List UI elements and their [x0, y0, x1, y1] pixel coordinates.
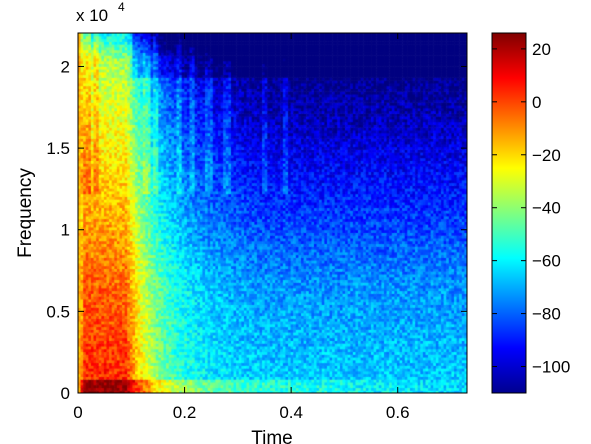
y-tick-label: 2	[61, 57, 70, 76]
x-tick-label: 0.6	[386, 403, 410, 422]
colorbar-tick-label: −60	[532, 252, 561, 271]
colorbar-gradient	[492, 33, 526, 393]
colorbar-tick-label: −100	[532, 358, 570, 377]
colorbar-tick-label: −20	[532, 146, 561, 165]
plot-area: 0 0.2 0.4 0.6 0 0.5 1 1.5 2	[46, 32, 468, 422]
colorbar-tick-label: 20	[532, 40, 551, 59]
y-tick-label: 0.5	[46, 302, 70, 321]
colorbar-tick-label: 0	[532, 93, 541, 112]
y-axis-title: Frequency	[15, 168, 36, 258]
x-axis-ticks: 0 0.2 0.4 0.6	[73, 33, 410, 422]
x-tick-label: 0	[73, 403, 82, 422]
colorbar-ticks: 20 0 −20 −40 −60 −80 −100	[492, 40, 570, 377]
colorbar-tick-label: −40	[532, 199, 561, 218]
y-exponent-power: 4	[118, 0, 125, 14]
y-tick-label: 1	[61, 221, 70, 240]
x-axis-title: Time	[251, 428, 293, 444]
y-exponent-label: x 10	[76, 6, 108, 25]
y-tick-label: 1.5	[46, 139, 70, 158]
y-tick-label: 0	[61, 384, 70, 403]
colorbar-tick-label: −80	[532, 305, 561, 324]
heatmap-image-container	[78, 33, 467, 393]
x-tick-label: 0.4	[279, 403, 303, 422]
heatmap-canvas	[78, 33, 467, 393]
plot-frame	[77, 32, 468, 394]
colorbar: 20 0 −20 −40 −60 −80 −100	[491, 32, 570, 394]
x-tick-label: 0.2	[173, 403, 197, 422]
y-axis-ticks: 0 0.5 1 1.5 2	[46, 57, 467, 403]
colorbar-frame	[491, 32, 527, 394]
